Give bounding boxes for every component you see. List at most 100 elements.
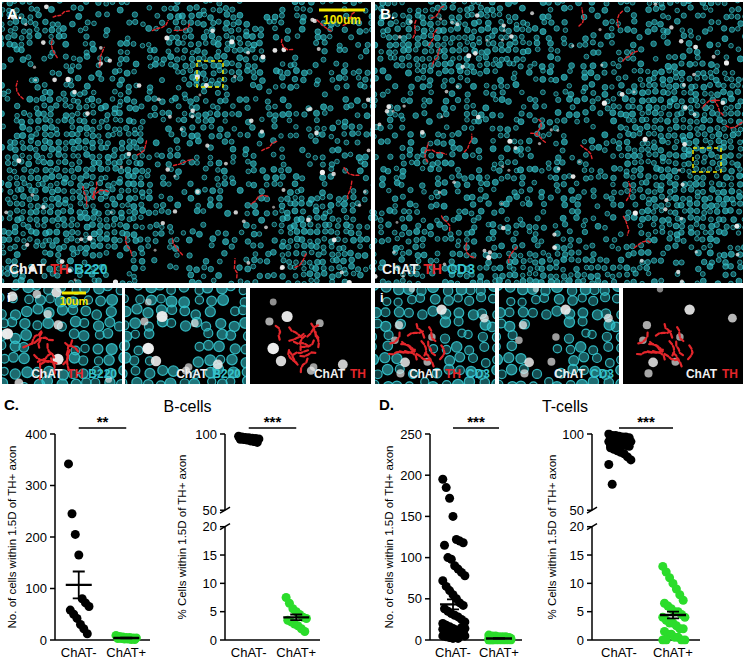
cell <box>688 5 693 10</box>
cell <box>175 237 180 242</box>
cell <box>83 2 89 4</box>
cell <box>688 29 693 34</box>
cell <box>421 33 427 39</box>
cell <box>176 85 181 90</box>
cell <box>415 36 420 41</box>
cell <box>330 125 336 131</box>
cell <box>154 222 160 228</box>
cell <box>364 236 370 242</box>
chat-cell <box>165 167 169 171</box>
cell <box>322 48 328 54</box>
cell <box>203 187 208 192</box>
cell <box>126 196 132 202</box>
cell <box>243 33 249 39</box>
cell <box>307 229 313 235</box>
cell <box>315 239 320 244</box>
cell <box>61 244 66 249</box>
cell <box>182 48 187 53</box>
micrograph-background <box>125 288 246 384</box>
cell <box>356 69 361 74</box>
cell <box>35 111 41 117</box>
cell <box>369 244 371 249</box>
cell <box>2 367 8 375</box>
cell <box>264 196 269 201</box>
cell <box>90 222 96 228</box>
cell <box>216 19 221 24</box>
cell <box>370 209 371 214</box>
stain-legend: ChATTH <box>314 367 366 381</box>
cell <box>386 35 392 41</box>
cell <box>442 20 447 25</box>
cell <box>54 103 60 109</box>
cell <box>273 175 279 181</box>
cell <box>259 217 265 223</box>
cell <box>358 244 363 249</box>
chat-cell <box>99 46 103 50</box>
cell <box>264 259 270 265</box>
cell <box>334 257 340 263</box>
cell <box>2 27 5 32</box>
cell <box>8 201 13 206</box>
cell <box>117 110 123 116</box>
cell <box>321 104 327 110</box>
cell <box>341 208 346 213</box>
cell <box>70 113 75 118</box>
figure: A.100umChATTHB220ChATTHB220i10umChATB220… <box>0 0 745 661</box>
cell <box>343 271 348 276</box>
micrograph <box>125 288 246 384</box>
cell <box>112 127 117 132</box>
cell <box>223 231 228 236</box>
cell <box>211 278 216 283</box>
cell <box>469 5 475 11</box>
cell <box>12 229 18 235</box>
cell <box>133 188 138 193</box>
cell <box>75 250 80 255</box>
cell <box>2 35 3 41</box>
cell <box>7 317 16 326</box>
cell <box>271 152 276 157</box>
cell <box>507 19 512 24</box>
cell <box>20 2 26 4</box>
cell <box>49 196 54 201</box>
cell <box>201 209 206 214</box>
cell <box>469 12 474 17</box>
cell <box>272 19 277 24</box>
cell <box>320 132 326 138</box>
cell <box>104 145 109 150</box>
cell <box>7 168 12 173</box>
cell <box>348 103 353 108</box>
cell <box>251 182 257 188</box>
cell <box>182 77 187 82</box>
cell <box>653 6 659 12</box>
cell <box>152 96 158 102</box>
cell <box>342 2 348 4</box>
cell <box>208 2 213 3</box>
cell <box>209 124 214 129</box>
cell <box>2 144 5 150</box>
cell <box>140 43 145 48</box>
cell <box>320 175 326 181</box>
cell <box>358 237 364 243</box>
cell <box>354 98 360 104</box>
th-fiber <box>41 361 56 364</box>
cell <box>50 70 55 75</box>
cell <box>322 92 327 97</box>
cell <box>630 2 635 5</box>
cell <box>314 82 319 87</box>
cell <box>568 5 573 10</box>
chat-cell <box>41 205 45 209</box>
cell <box>75 99 80 104</box>
cell <box>379 49 384 54</box>
cell <box>64 82 69 87</box>
cell <box>320 195 325 200</box>
cell <box>393 50 398 55</box>
stain-name: ChAT <box>9 261 46 277</box>
cell <box>465 40 470 45</box>
cell <box>42 203 48 209</box>
cell <box>279 13 284 18</box>
cell <box>689 33 694 38</box>
cell <box>63 168 68 173</box>
cell <box>83 167 88 172</box>
cell <box>136 295 144 303</box>
cell <box>138 132 143 137</box>
